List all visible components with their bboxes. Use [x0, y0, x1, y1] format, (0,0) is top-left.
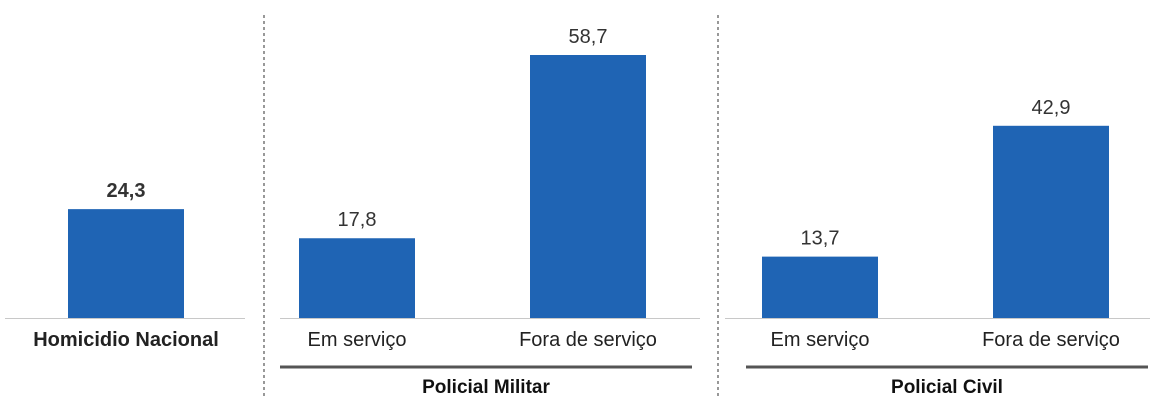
data-label-g2-em-servico: 17,8 — [338, 209, 377, 231]
category-label-g1-homicidio-nacional: Homicidio Nacional — [33, 329, 219, 351]
data-label-g2-fora-de-servico: 58,7 — [569, 26, 608, 48]
data-label-g3-fora-de-servico: 42,9 — [1032, 97, 1071, 119]
bar-g3-fora-de-servico — [993, 125, 1109, 318]
category-label-g3-em-servico: Em serviço — [771, 329, 870, 351]
category-label-g2-em-servico: Em serviço — [308, 329, 407, 351]
group-label-3: Policial Civil — [891, 377, 1003, 398]
bar-g2-em-servico — [299, 238, 415, 318]
group-label-2: Policial Militar — [422, 377, 550, 398]
bar-g2-fora-de-servico — [530, 55, 646, 318]
category-label-g2-fora-de-servico: Fora de serviço — [519, 329, 657, 351]
bar-g1-homicidio-nacional — [68, 209, 184, 318]
data-label-g3-em-servico: 13,7 — [801, 228, 840, 250]
category-label-g3-fora-de-servico: Fora de serviço — [982, 329, 1120, 351]
data-label-g1-homicidio-nacional: 24,3 — [107, 180, 146, 202]
bar-g3-em-servico — [762, 256, 878, 318]
